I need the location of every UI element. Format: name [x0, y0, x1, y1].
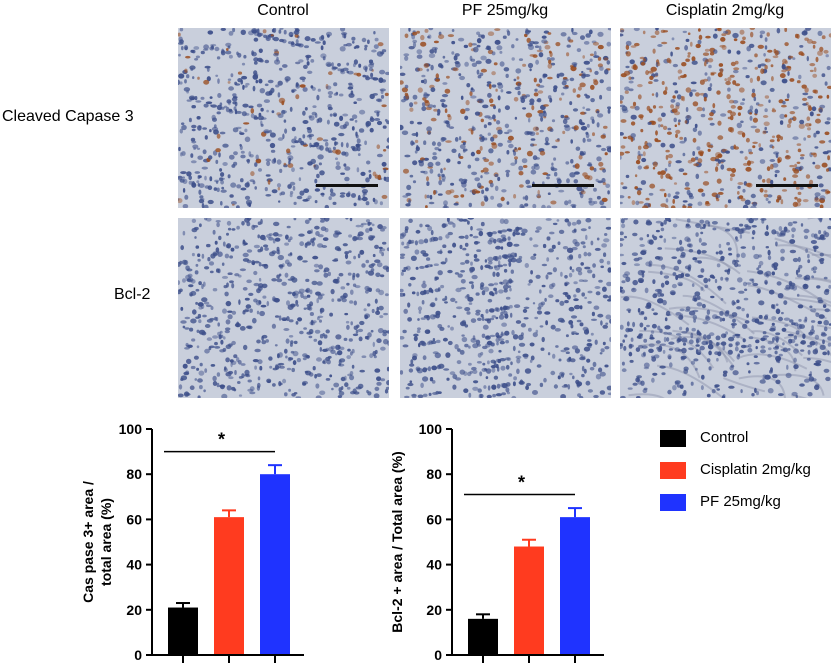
column-label-control: Control: [257, 2, 309, 19]
tissue-texture: [400, 28, 611, 208]
y-tick-label: 100: [419, 421, 443, 437]
y-tick-label: 40: [126, 557, 142, 573]
y-axis-label: Cas pase 3+ area /: [80, 481, 96, 603]
bcl2-bar-chart: 0 20 40 60 80 100 Bcl-2 + area / Total area (%…: [389, 421, 604, 663]
bar: [514, 546, 544, 655]
y-tick-label: 20: [126, 602, 142, 618]
column-label-pf: PF 25mg/kg: [461, 2, 549, 19]
legend-label: Control: [700, 429, 749, 446]
tissue-texture: [620, 218, 831, 398]
row-label-cleaved-caspase: Cleaved Capase 3: [2, 108, 134, 125]
tissue-texture: [620, 28, 831, 208]
tissue-texture: [400, 218, 611, 398]
tissue-texture: [178, 28, 389, 208]
y-tick-label: 60: [126, 511, 142, 527]
micrograph-bcl2-pf: [400, 218, 611, 398]
legend-swatch: [660, 430, 686, 447]
micrograph-caspase-pf: [400, 28, 611, 208]
y-tick-label: 0: [434, 647, 442, 663]
bar: [214, 517, 244, 655]
scale-bar: [316, 184, 378, 187]
bar: [260, 474, 290, 655]
y-tick-label: 100: [119, 421, 143, 437]
micrograph-caspase-control: [178, 28, 389, 208]
scale-bar: [532, 184, 594, 187]
legend-swatch: [660, 494, 686, 511]
significance-marker: *: [218, 430, 225, 450]
bar: [560, 517, 590, 655]
y-axis-label: total area (%): [98, 498, 114, 586]
column-label-cisplatin: Cisplatin 2mg/kg: [665, 2, 785, 19]
micrograph-bcl2-cisplatin: [620, 218, 831, 398]
row-label-bcl2: Bcl-2: [114, 286, 151, 303]
legend-swatch: [660, 462, 686, 479]
y-tick-label: 40: [426, 557, 442, 573]
y-tick-label: 60: [426, 511, 442, 527]
micrograph-bcl2-control: [178, 218, 389, 398]
y-tick-label: 20: [426, 602, 442, 618]
legend-label: PF 25mg/kg: [700, 493, 781, 510]
y-tick-label: 80: [126, 466, 142, 482]
tissue-texture: [178, 218, 389, 398]
scale-bar: [756, 184, 818, 187]
micrograph-caspase-cisplatin: [620, 28, 831, 208]
y-axis-label: Bcl-2 + area / Total area (%): [389, 451, 405, 632]
caspase3-bar-chart: 0 20 40 60 80 100 Cas pase 3+ area / total area…: [80, 421, 304, 663]
significance-marker: *: [518, 473, 525, 493]
y-tick-label: 0: [134, 647, 142, 663]
legend-label: Cisplatin 2mg/kg: [700, 461, 811, 478]
bar: [168, 607, 198, 655]
y-tick-label: 80: [426, 466, 442, 482]
bar: [468, 618, 498, 655]
